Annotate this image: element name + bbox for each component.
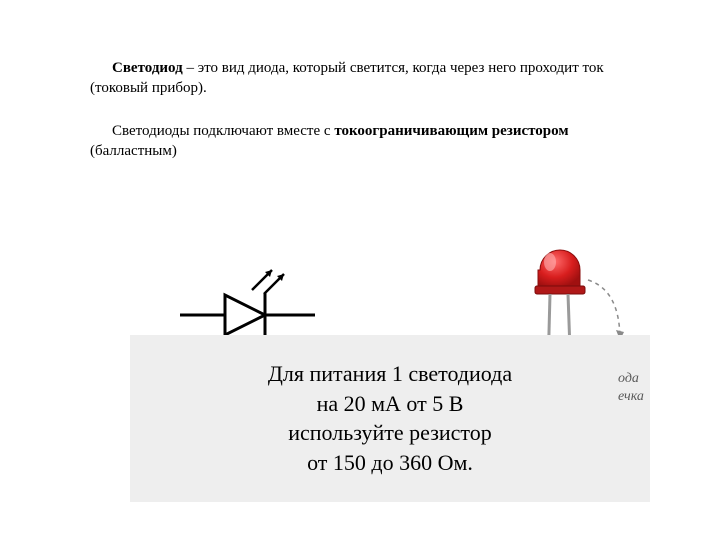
diagram-row [90,230,650,340]
resistor-info-box: Для питания 1 светодиода на 20 мА от 5 В… [130,335,650,502]
info-line-4: от 150 до 360 Ом. [150,448,630,478]
info-line-2: на 20 мА от 5 В [150,389,630,419]
info-line-3: используйте резистор [150,418,630,448]
term-resistor: токоограничивающим резистором [334,123,568,139]
resistor-lead-text: Светодиоды подключают вместе с [112,123,334,139]
definition-paragraph: Светодиод – это вид диода, который свети… [90,58,630,99]
side-label-cut: ода ечка [618,370,644,406]
resistor-paragraph: Светодиоды подключают вместе с токоогран… [90,121,630,162]
info-line-1: Для питания 1 светодиода [150,359,630,389]
resistor-rest-text: (балластным) [90,143,177,159]
side-label-line-2: ечка [618,388,644,406]
term-led: Светодиод [112,60,183,76]
side-label-line-1: ода [618,370,644,388]
